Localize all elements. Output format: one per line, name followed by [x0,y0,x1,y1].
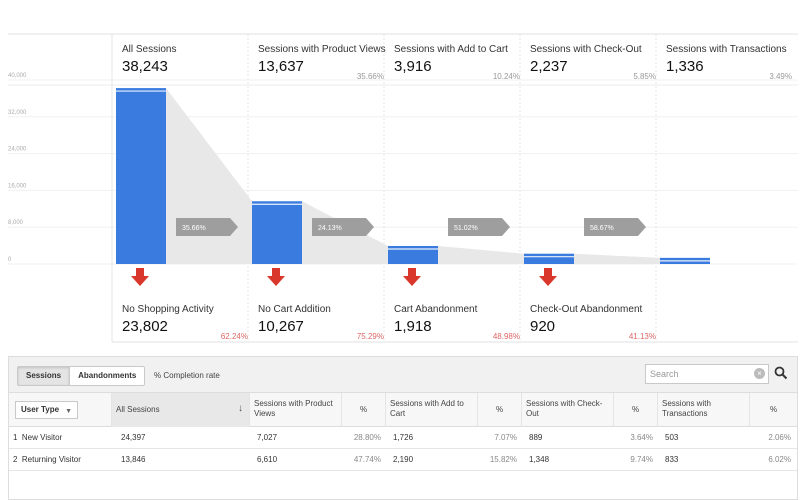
table-header: User Type ▼ All Sessions ↓ Sessions with… [9,393,797,427]
transition-pct-label: 58.67% [590,225,614,232]
funnel-connector [574,254,660,264]
stage-pct: 3.49% [769,72,792,81]
table-toolbar: Sessions Abandonments % Completion rate … [9,357,797,393]
dimension-select[interactable]: User Type ▼ [15,401,78,419]
y-tick-label: 32,000 [8,110,27,116]
row-index: 1 [13,433,17,442]
row-name-link[interactable]: New Visitor [22,433,62,442]
y-tick-label: 0 [8,257,12,263]
stage-label: Sessions with Add to Cart [394,44,522,55]
check-out-pct-header[interactable]: % [613,393,657,427]
dimension-label: User Type [21,405,59,414]
y-tick-label: 40,000 [8,73,27,79]
sort-down-icon: ↓ [238,404,243,414]
stage-header: All Sessions 38,243 [116,44,250,75]
cell-transactions: 833 [661,449,747,471]
stage-label: Sessions with Transactions [666,44,794,55]
product-views-pct-header[interactable]: % [341,393,385,427]
all-sessions-header-label: All Sessions [116,405,160,414]
cell-all-sessions: 24,397 [117,427,247,449]
add-to-cart-pct-header[interactable]: % [477,393,521,427]
row-index: 2 [13,455,17,464]
abandonment-label: No Shopping Activity [122,304,250,315]
chevron-down-icon: ▼ [65,404,72,420]
cell-check-out: 1,348 [525,449,611,471]
abandonment-label: Cart Abandonment [394,304,522,315]
transition-pct-label: 35.66% [182,225,206,232]
cell-transactions-pct: 2.06% [749,427,795,449]
cell-all-sessions: 13,846 [117,449,247,471]
check-out-header[interactable]: Sessions with Check-Out [521,393,613,427]
cell-add-to-cart: 1,726 [389,427,475,449]
stage-header: Sessions with Check-Out 2,237 5.85% [524,44,658,75]
add-to-cart-header[interactable]: Sessions with Add to Cart [385,393,477,427]
bar [252,201,302,264]
stage-label: Sessions with Product Views [258,44,386,55]
down-arrow-icon [539,268,557,286]
y-tick-label: 8,000 [8,220,24,226]
cell-product-views-pct: 47.74% [341,449,385,471]
row-name-link[interactable]: Returning Visitor [22,455,81,464]
dimension-header: User Type ▼ [9,393,111,427]
abandonment-pct: 62.24% [221,332,248,341]
stage-label: All Sessions [122,44,250,55]
view-toggle: Sessions Abandonments [17,366,145,386]
stage-pct: 10.24% [493,72,520,81]
all-sessions-header[interactable]: All Sessions ↓ [111,393,249,427]
transition-pct-label: 51.02% [454,225,478,232]
cell-product-views-pct: 28.80% [341,427,385,449]
bar [524,254,574,264]
y-tick-label: 24,000 [8,147,27,153]
search-input[interactable] [645,364,769,384]
row-dimension: 2 Returning Visitor [9,449,111,471]
abandonment-pct: 48.98% [493,332,520,341]
product-views-header[interactable]: Sessions with Product Views [249,393,341,427]
funnel-connector [166,88,252,264]
stage-pct: 35.66% [357,72,384,81]
stage-value: 38,243 [122,58,250,75]
search-icon[interactable] [774,366,788,380]
cell-add-to-cart-pct: 15.82% [477,449,521,471]
stage-pct: 5.85% [633,72,656,81]
table-row: 2 Returning Visitor 13,846 6,610 47.74% … [9,449,797,471]
cell-transactions-pct: 6.02% [749,449,795,471]
clear-search-icon[interactable]: × [754,368,765,379]
abandonments-tab[interactable]: Abandonments [69,367,144,385]
stage-header: Sessions with Add to Cart 3,916 10.24% [388,44,522,75]
abandonment-label: Check-Out Abandonment [530,304,658,315]
cell-product-views: 7,027 [253,427,339,449]
completion-rate-link[interactable]: % Completion rate [154,371,220,380]
abandonment-stat: Check-Out Abandonment 920 41.13% [524,304,658,335]
cell-check-out-pct: 3.64% [613,427,657,449]
abandonment-pct: 75.29% [357,332,384,341]
transactions-header[interactable]: Sessions with Transactions [657,393,749,427]
stage-header: Sessions with Product Views 13,637 35.66% [252,44,386,75]
down-arrow-icon [131,268,149,286]
abandonment-stat: No Cart Addition 10,267 75.29% [252,304,386,335]
abandonment-stat: Cart Abandonment 1,918 48.98% [388,304,522,335]
funnel-connector [438,246,524,264]
sessions-tab[interactable]: Sessions [18,367,69,385]
abandonment-label: No Cart Addition [258,304,386,315]
funnel-table-panel: Sessions Abandonments % Completion rate … [8,356,798,500]
cell-check-out: 889 [525,427,611,449]
cell-add-to-cart: 2,190 [389,449,475,471]
row-dimension: 1 New Visitor [9,427,111,449]
cell-add-to-cart-pct: 7.07% [477,427,521,449]
stage-header: Sessions with Transactions 1,336 3.49% [660,44,794,75]
stage-label: Sessions with Check-Out [530,44,658,55]
transition-pct-label: 24.13% [318,225,342,232]
table-row: 1 New Visitor 24,397 7,027 28.80% 1,726 … [9,427,797,449]
bar [116,88,166,264]
down-arrow-icon [267,268,285,286]
cell-product-views: 6,610 [253,449,339,471]
cell-transactions: 503 [661,427,747,449]
cell-check-out-pct: 9.74% [613,449,657,471]
y-tick-label: 16,000 [8,183,27,189]
down-arrow-icon [403,268,421,286]
abandonment-stat: No Shopping Activity 23,802 62.24% [116,304,250,335]
transactions-pct-header[interactable]: % [749,393,797,427]
abandonment-pct: 41.13% [629,332,656,341]
